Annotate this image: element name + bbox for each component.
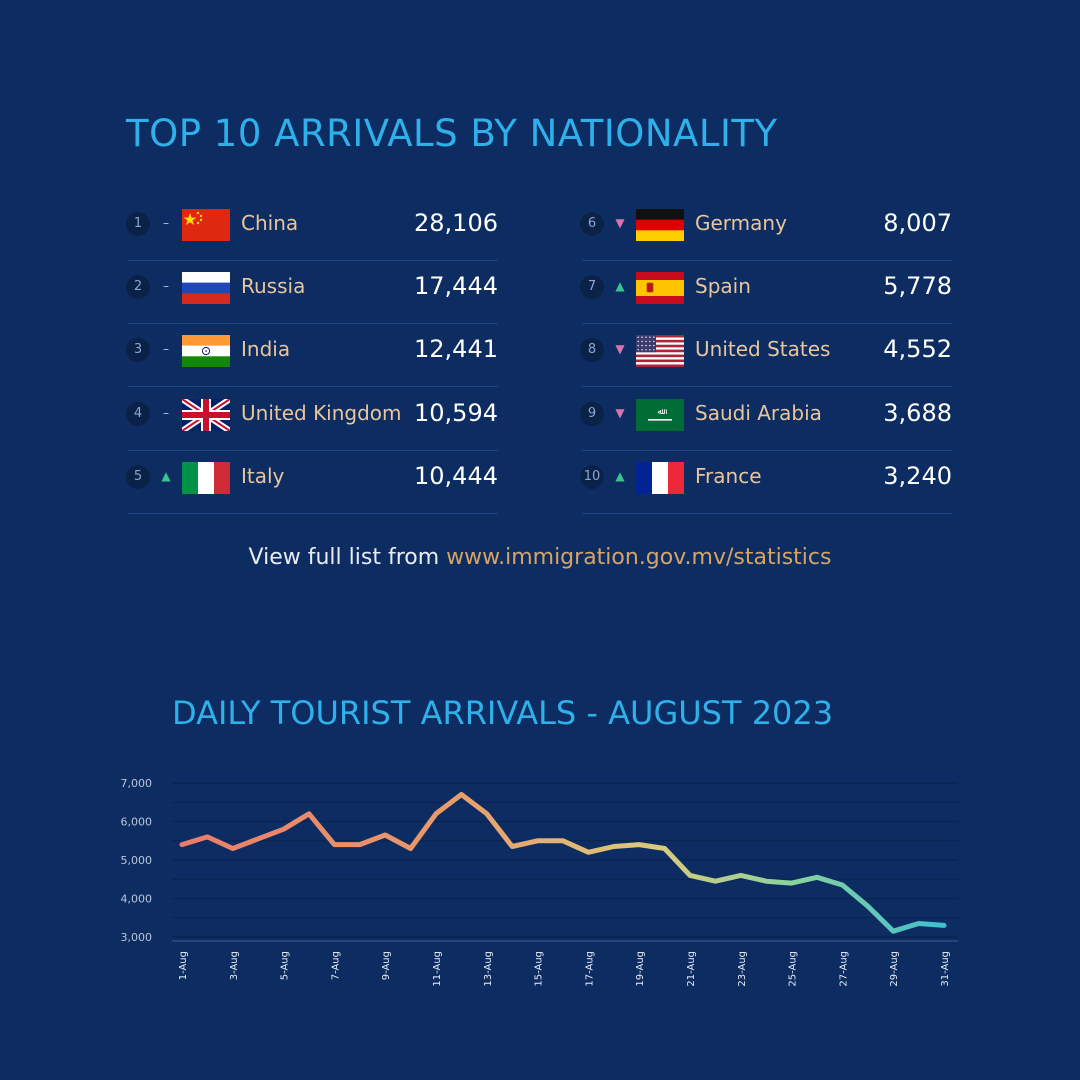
statistics-link[interactable]: www.immigration.gov.mv/statistics xyxy=(446,545,832,570)
x-tick-label: 29-Aug xyxy=(889,951,900,987)
arrival-count: 17,444 xyxy=(414,272,498,300)
x-tick-label: 11-Aug xyxy=(432,951,443,987)
trend-same-icon: – xyxy=(163,342,169,356)
x-tick-label: 3-Aug xyxy=(229,951,240,980)
x-tick-label: 5-Aug xyxy=(280,951,291,980)
x-tick-label: 1-Aug xyxy=(178,951,189,980)
china-flag-icon xyxy=(182,209,230,241)
arrivals-series-line xyxy=(179,792,947,934)
rank-badge: 8 xyxy=(580,338,604,362)
arrival-count: 12,441 xyxy=(414,335,498,363)
arrival-count: 10,444 xyxy=(414,462,498,490)
russia-flag-icon xyxy=(182,272,230,304)
x-tick-label: 13-Aug xyxy=(483,951,494,987)
row-divider xyxy=(582,323,952,324)
row-divider xyxy=(582,386,952,387)
country-name: United Kingdom xyxy=(241,401,402,425)
x-tick-label: 21-Aug xyxy=(686,951,697,987)
rank-badge: 3 xyxy=(126,338,150,362)
rank-badge: 5 xyxy=(126,465,150,489)
arrival-count: 3,688 xyxy=(883,399,952,427)
rank-badge: 10 xyxy=(580,465,604,489)
row-divider xyxy=(128,323,498,324)
y-tick-label: 4,000 xyxy=(121,893,153,906)
row-divider xyxy=(128,386,498,387)
country-name: Russia xyxy=(241,274,306,298)
row-divider xyxy=(128,260,498,261)
chart-title: DAILY TOURIST ARRIVALS - AUGUST 2023 xyxy=(172,694,834,732)
rank-badge: 2 xyxy=(126,275,150,299)
country-name: Saudi Arabia xyxy=(695,401,822,425)
saudi-flag-icon: ﷲ xyxy=(636,399,684,431)
trend-up-icon: ▲ xyxy=(161,469,171,483)
germany-flag-icon xyxy=(636,209,684,241)
row-divider xyxy=(128,513,498,514)
trend-same-icon: – xyxy=(163,279,169,293)
x-tick-label: 19-Aug xyxy=(635,951,646,987)
usa-flag-icon xyxy=(636,335,684,367)
country-name: United States xyxy=(695,337,831,361)
trend-down-icon: ▼ xyxy=(615,406,625,420)
y-tick-label: 7,000 xyxy=(121,777,153,790)
country-name: France xyxy=(695,464,762,488)
row-divider xyxy=(582,450,952,451)
x-tick-label: 7-Aug xyxy=(330,951,341,980)
trend-same-icon: – xyxy=(163,216,169,230)
y-tick-label: 5,000 xyxy=(121,854,153,867)
india-flag-icon xyxy=(182,335,230,367)
arrival-count: 4,552 xyxy=(883,335,952,363)
x-tick-label: 15-Aug xyxy=(534,951,545,987)
table-row: 10 ▲ France 3,240 xyxy=(580,449,952,514)
arrival-count: 3,240 xyxy=(883,462,952,490)
table-row: 9 ▼ ﷲ Saudi Arabia 3,688 xyxy=(580,386,952,451)
rank-badge: 7 xyxy=(580,275,604,299)
arrival-count: 28,106 xyxy=(414,209,498,237)
table-row: 4– United Kingdom 10,594 xyxy=(126,386,498,451)
table-row: 6 ▼ Germany 8,007 xyxy=(580,196,952,261)
country-name: India xyxy=(241,337,291,361)
y-tick-label: 6,000 xyxy=(121,816,153,829)
trend-down-icon: ▼ xyxy=(615,216,625,230)
rank-badge: 4 xyxy=(126,402,150,426)
country-name: Germany xyxy=(695,211,787,235)
x-tick-label: 17-Aug xyxy=(584,951,595,987)
rank-badge: 6 xyxy=(580,212,604,236)
x-tick-label: 27-Aug xyxy=(838,951,849,987)
table-row: 8 ▼ United States 4,552 xyxy=(580,322,952,387)
rank-badge: 9 xyxy=(580,402,604,426)
trend-up-icon: ▲ xyxy=(615,469,625,483)
spain-flag-icon xyxy=(636,272,684,304)
footer-prefix: View full list from xyxy=(248,545,447,570)
x-tick-label: 25-Aug xyxy=(788,951,799,987)
table-row: 2– Russia 17,444 xyxy=(126,259,498,324)
country-name: Italy xyxy=(241,464,285,488)
row-divider xyxy=(582,513,952,514)
table-row: 3– India 12,441 xyxy=(126,322,498,387)
footer-note: View full list from www.immigration.gov.… xyxy=(0,545,1080,570)
x-tick-label: 31-Aug xyxy=(940,951,951,987)
daily-arrivals-chart: 7,000 6,000 5,000 4,000 3,000 1-Aug 3-Aug 5-Aug… xyxy=(121,777,958,987)
country-name: China xyxy=(241,211,299,235)
trend-down-icon: ▼ xyxy=(615,342,625,356)
france-flag-icon xyxy=(636,462,684,494)
country-name: Spain xyxy=(695,274,751,298)
row-divider xyxy=(128,450,498,451)
table-row: 5 ▲ Italy 10,444 xyxy=(126,449,498,514)
x-tick-label: 9-Aug xyxy=(381,951,392,980)
y-tick-label: 3,000 xyxy=(121,931,153,944)
trend-up-icon: ▲ xyxy=(615,279,625,293)
italy-flag-icon xyxy=(182,462,230,494)
uk-flag-icon xyxy=(182,399,230,431)
page-title: TOP 10 ARRIVALS BY NATIONALITY xyxy=(126,112,778,155)
table-row: 1– China 28,106 xyxy=(126,196,498,261)
row-divider xyxy=(582,260,952,261)
arrival-count: 10,594 xyxy=(414,399,498,427)
x-tick-label: 23-Aug xyxy=(737,951,748,987)
arrival-count: 8,007 xyxy=(883,209,952,237)
arrival-count: 5,778 xyxy=(883,272,952,300)
table-row: 7 ▲ Spain 5,778 xyxy=(580,259,952,324)
rank-badge: 1 xyxy=(126,212,150,236)
trend-same-icon: – xyxy=(163,406,169,420)
